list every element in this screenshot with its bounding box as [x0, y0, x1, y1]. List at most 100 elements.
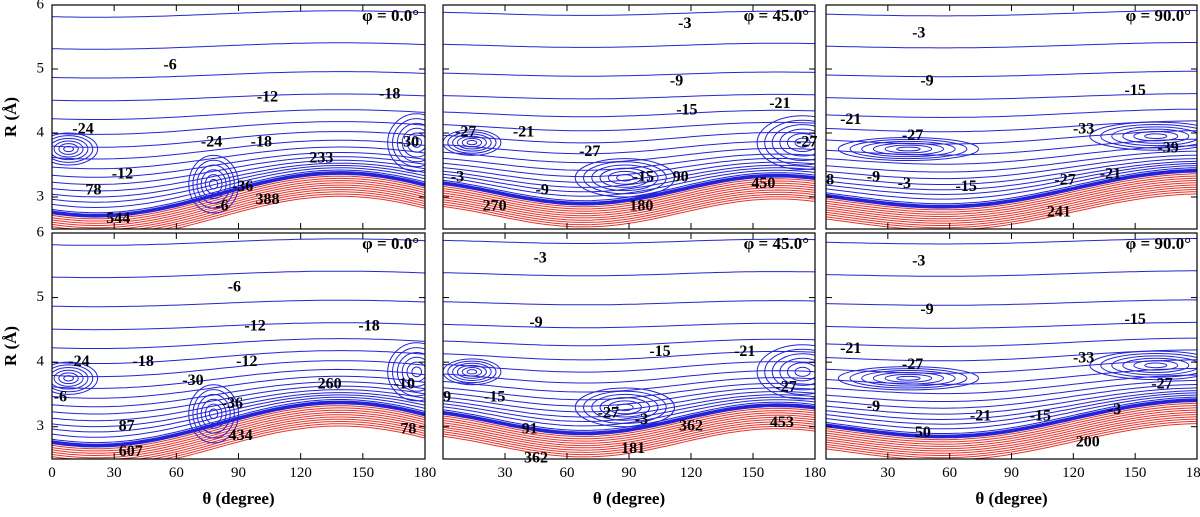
well-contour	[200, 169, 227, 200]
well-contour	[196, 393, 231, 434]
contour-level-label: -27	[598, 404, 619, 421]
repulsive-contour	[52, 189, 425, 229]
x-axis-title: θ (degree)	[593, 489, 665, 508]
y-tick-label: 5	[37, 60, 45, 76]
attractive-contour	[443, 377, 815, 393]
x-tick-label: 30	[498, 465, 513, 481]
x-tick-label: 120	[680, 465, 703, 481]
contour-level-label: -12	[257, 88, 278, 105]
contour-level-label: -9	[867, 398, 880, 415]
repulsive-contour	[443, 178, 815, 208]
well-contour	[401, 127, 425, 158]
contour-lines	[826, 10, 1197, 229]
well-contour	[849, 368, 968, 389]
attractive-contour	[52, 93, 425, 102]
well-contour	[1122, 128, 1190, 144]
repulsive-contour	[826, 182, 1197, 220]
contour-level-label: -3	[678, 15, 691, 32]
contour-level-label: -9	[867, 168, 880, 185]
contour-level-label: 544	[106, 210, 130, 227]
attractive-contour	[443, 121, 815, 132]
well-contour	[861, 140, 956, 158]
well-contour	[411, 137, 423, 148]
repulsive-contour	[171, 195, 425, 229]
contour-level-label: 50	[915, 424, 931, 441]
contour-level-label: -27	[775, 379, 796, 396]
contour-level-label: -21	[840, 340, 861, 357]
contour-level-label: -15	[1125, 311, 1146, 328]
contour-level-label: -3	[635, 411, 648, 428]
well-contour	[58, 143, 79, 155]
contour-level-label: -27	[1054, 172, 1075, 189]
contour-level-label: -3	[1108, 401, 1121, 418]
repulsive-contour	[826, 414, 1197, 452]
repulsive-contour	[826, 186, 1197, 224]
x-tick-label: 90	[622, 465, 637, 481]
attractive-contour	[443, 71, 815, 77]
well-contour	[756, 115, 815, 170]
well-contour	[52, 137, 89, 161]
contour-level-label: -10	[394, 375, 415, 392]
attractive-contour	[52, 368, 425, 389]
well-contour	[574, 387, 675, 428]
attractive-contour	[52, 159, 425, 192]
contour-level-label: -27	[796, 133, 817, 150]
repulsive-contour	[171, 425, 425, 459]
repulsive-contour	[826, 407, 1197, 445]
y-tick-label: 5	[37, 289, 45, 305]
attractive-contour	[826, 387, 1197, 415]
well-contour	[896, 146, 921, 152]
contour-panel: -3 -9 -15 -21 -33 -27 -39 8 -9 -3 -15 -27 -21 241 φ = …	[825, 4, 1198, 230]
x-axis-title: θ (degree)	[202, 489, 274, 508]
well-contour	[607, 170, 642, 185]
contour-level-label: -3	[533, 250, 546, 267]
contour-level-label: -9	[920, 72, 933, 89]
well-contour	[447, 131, 497, 154]
contour-level-label: -12	[244, 317, 265, 334]
x-tick-label: 150	[742, 465, 765, 481]
repulsive-contour	[826, 189, 1197, 226]
contour-level-label: -15	[633, 168, 654, 185]
contour-panel: -3 -9 -15 -21 9 -15 -27 -27 -3 91 362 453 181 362 φ = …	[442, 232, 826, 508]
repulsive-contour	[443, 189, 815, 219]
attractive-contour	[52, 385, 425, 415]
well-contour	[456, 364, 487, 379]
attractive-contour	[443, 394, 815, 418]
well-contour	[591, 164, 659, 192]
contour-level-label: 607	[119, 443, 143, 460]
well-contour	[406, 132, 425, 153]
attractive-contour	[443, 161, 815, 183]
attractive-contour	[826, 150, 1197, 173]
attractive-contour	[443, 10, 815, 16]
well-contour	[896, 375, 921, 381]
attractive-contour	[826, 42, 1197, 49]
contour-level-label: -12	[236, 353, 257, 370]
contour-level-label: -15	[484, 388, 505, 405]
contour-level-label: -21	[769, 95, 790, 112]
repulsive-contour	[149, 421, 425, 459]
contour-level-label: -27	[579, 143, 600, 160]
x-tick-label: 180	[414, 465, 437, 481]
attractive-contour	[826, 394, 1197, 430]
attractive-contour	[826, 392, 1197, 425]
x-tick-label: 90	[1004, 465, 1019, 481]
repulsive-contour	[443, 194, 815, 223]
repulsive-contour	[52, 409, 425, 454]
well-contour	[466, 139, 478, 146]
x-tick-label: 60	[942, 465, 957, 481]
well-contour	[406, 361, 425, 383]
attractive-contour	[52, 109, 425, 120]
contour-level-label: -15	[676, 101, 697, 118]
attractive-contour	[52, 42, 425, 50]
attractive-contour	[826, 108, 1197, 119]
contour-level-label: -9	[670, 72, 683, 89]
well-contour	[786, 362, 815, 382]
x-axis-title: θ (degree)	[975, 489, 1047, 508]
well-contour	[204, 403, 223, 424]
contour-level-label: -27	[1151, 375, 1172, 392]
x-tick-label: 120	[1062, 465, 1085, 481]
well-contour	[208, 178, 219, 190]
contour-level-label: -9	[536, 181, 549, 198]
attractive-contour	[52, 270, 425, 279]
contour-level-label: -27	[902, 127, 923, 144]
